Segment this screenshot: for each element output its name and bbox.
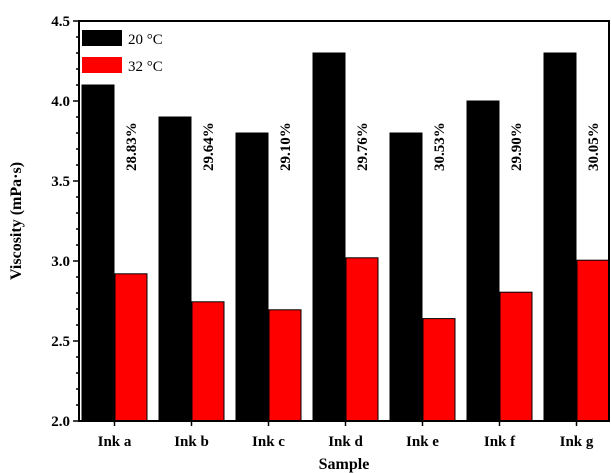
x-axis: Ink a Ink b Ink c Ink d Ink e Ink f Ink g	[98, 421, 594, 450]
x-tick-label: Ink e	[406, 434, 439, 450]
x-tick-label: Ink c	[252, 434, 285, 450]
bar-32c-3	[268, 309, 302, 422]
x-tick-label: Ink d	[328, 434, 363, 450]
x-tick-label: Ink f	[484, 434, 516, 450]
bar-20c-7	[543, 52, 577, 422]
y-axis-title: Viscosity (mPa·s)	[8, 162, 25, 280]
percent-annotation: 30.05%	[586, 122, 602, 171]
bar-20c-3	[235, 132, 269, 422]
bar-20c-1	[81, 84, 115, 422]
x-axis-title: Sample	[319, 456, 370, 473]
legend-swatch-20c	[82, 30, 122, 46]
percent-annotation: 29.64%	[201, 122, 217, 171]
y-tick-label: 4.5	[51, 14, 70, 30]
percent-annotation: 29.76%	[355, 122, 371, 171]
legend-label-20c: 20 °C	[128, 32, 163, 48]
bar-20c-4	[312, 52, 346, 422]
percent-annotation: 30.53%	[432, 122, 448, 171]
y-tick-label: 3.0	[51, 254, 70, 270]
y-tick-label: 3.5	[51, 174, 70, 190]
legend-swatch-32c	[82, 57, 122, 73]
y-tick-label: 4.0	[51, 94, 70, 110]
percent-annotation: 29.90%	[509, 122, 525, 171]
x-tick-label: Ink g	[560, 434, 594, 450]
y-tick-label: 2.5	[51, 334, 70, 350]
percent-annotation: 29.10%	[278, 122, 294, 171]
plot-frame	[78, 20, 610, 422]
bar-32c-4	[345, 257, 379, 422]
bar-32c-7	[576, 259, 610, 422]
percent-annotation: 28.83%	[124, 122, 140, 171]
annotations-group: 28.83% 29.64% 29.10% 29.76% 30.53% 29.90% 30.0…	[124, 122, 602, 171]
bar-32c-1	[114, 273, 148, 422]
bar-20c-6	[466, 100, 500, 422]
bar-32c-5	[422, 318, 456, 422]
x-tick-label: Ink a	[98, 434, 132, 450]
y-tick-label: 2.0	[51, 414, 70, 430]
y-axis: 2.0 2.5 3.0 3.5 4.0 4.5	[51, 14, 79, 430]
bar-32c-2	[191, 301, 225, 422]
legend-label-32c: 32 °C	[128, 59, 163, 75]
bar-20c-5	[389, 132, 423, 422]
bar-20c-2	[158, 116, 192, 422]
bars-group	[81, 52, 610, 422]
legend: 20 °C 32 °C	[82, 30, 163, 75]
bar-32c-6	[499, 291, 533, 422]
x-tick-label: Ink b	[174, 434, 209, 450]
